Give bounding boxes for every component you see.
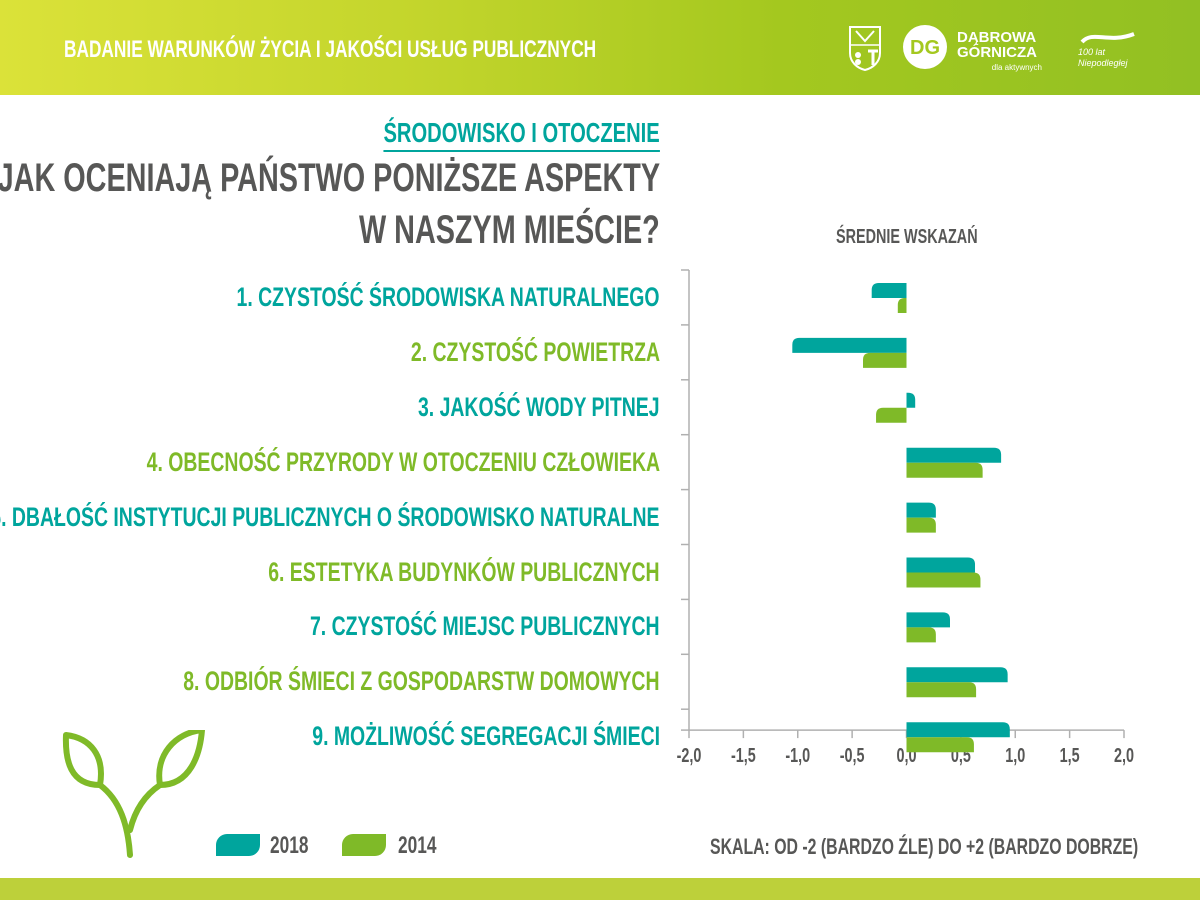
bar-2018-5 <box>906 502 936 518</box>
legend-swatch-2018 <box>216 834 260 856</box>
city-name: DĄBROWA GÓRNICZA <box>957 29 1037 61</box>
x-tick-label: -1,0 <box>785 744 810 767</box>
bar-2014-8 <box>906 682 977 698</box>
bar-2018-1 <box>871 283 907 298</box>
bar-2014-4 <box>906 462 983 478</box>
bar-2014-5 <box>906 517 936 533</box>
bar-2018-3 <box>906 392 916 408</box>
legend-label-2014: 2014 <box>398 832 437 859</box>
bar-2014-1 <box>897 298 907 313</box>
bar-2014-3 <box>876 407 907 423</box>
question-line-1: JAK OCENIAJĄ PAŃSTWO PONIŻSZE ASPEKTY <box>0 156 660 200</box>
scale-note: SKALA: OD -2 (BARDZO ŹLE) DO +2 (BARDZO … <box>710 834 1139 859</box>
category-label-6: 6. ESTETYKA BUDYNKÓW PUBLICZNYCH <box>268 556 660 587</box>
city-tagline: dla aktywnych <box>991 63 1042 72</box>
bar-2014-7 <box>906 627 936 643</box>
footer-bar <box>0 878 1200 900</box>
question-line-2: W NASZYM MIEŚCIE? <box>359 208 660 252</box>
100-years-text: 100 lat Niepodległej <box>1078 47 1128 68</box>
bar-2018-8 <box>906 667 1008 683</box>
x-tick-label: 1,0 <box>1005 744 1025 767</box>
bar-2018-9 <box>906 722 1010 738</box>
legend-swatch-2014 <box>342 834 386 856</box>
coat-of-arms-logo <box>849 26 881 71</box>
bar-2018-4 <box>906 447 1002 463</box>
category-label-4: 4. OBECNOŚĆ PRZYRODY W OTOCZENIU CZŁOWIE… <box>146 446 660 477</box>
bar-2018-7 <box>906 612 950 628</box>
dg-logo: DG <box>903 25 947 69</box>
city-logo-text: DĄBROWA GÓRNICZA dla aktywnych <box>957 30 1047 75</box>
category-label-3: 3. JAKOŚĆ WODY PITNEJ <box>418 391 660 422</box>
header-banner: BADANIE WARUNKÓW ŻYCIA I JAKOŚCI USŁUG P… <box>0 0 1200 95</box>
category-label-1: 1. CZYSTOŚĆ ŚRODOWISKA NATURALNEGO <box>236 282 660 312</box>
bar-2014-2 <box>863 352 907 368</box>
sprout-icon <box>62 730 205 858</box>
category-label-5: 5. DBAŁOŚĆ INSTYTUCJI PUBLICZNYCH O ŚROD… <box>0 501 660 532</box>
category-label-2: 2. CZYSTOŚĆ POWIETRZA <box>410 336 660 367</box>
x-tick-label: -1,5 <box>731 744 756 767</box>
bar-2018-6 <box>906 557 976 573</box>
category-label-9: 9. MOŻLIWOŚĆ SEGREGACJI ŚMIECI <box>312 721 660 752</box>
header-title: BADANIE WARUNKÓW ŻYCIA I JAKOŚCI USŁUG P… <box>64 36 597 63</box>
100-years-logo: 100 lat Niepodległej <box>1078 30 1140 69</box>
category-label-7: 7. CZYSTOŚĆ MIEJSC PUBLICZNYCH <box>310 611 660 642</box>
svg-text:DG: DG <box>910 37 940 59</box>
x-tick-label: 2,0 <box>1114 744 1134 767</box>
section-title: ŚRODOWISKO I OTOCZENIE <box>383 116 660 152</box>
bar-2018-2 <box>792 337 907 353</box>
bar-2014-6 <box>906 572 981 588</box>
legend-label-2018: 2018 <box>270 832 309 859</box>
chart-title: ŚREDNIE WSKAZAŃ <box>836 226 978 248</box>
x-tick-label: -2,0 <box>677 744 702 767</box>
category-label-8: 8. ODBIÓR ŚMIECI Z GOSPODARSTW DOMOWYCH <box>183 666 660 697</box>
x-tick-label: 1,5 <box>1060 744 1080 767</box>
x-tick-label: -0,5 <box>840 744 865 767</box>
bar-2014-9 <box>906 737 974 753</box>
